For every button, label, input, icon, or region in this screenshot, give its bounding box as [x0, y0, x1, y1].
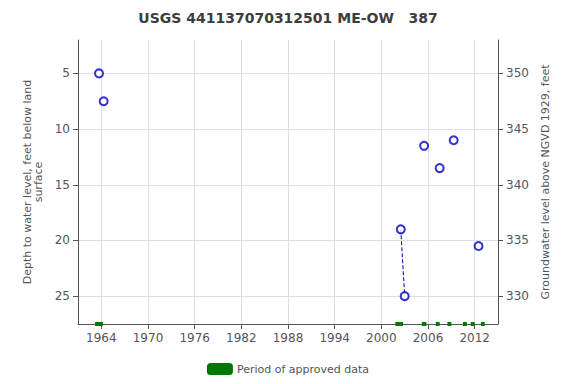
svg-text:335: 335 [506, 233, 529, 247]
svg-text:surface: surface [32, 161, 45, 202]
svg-text:20: 20 [55, 233, 70, 247]
svg-text:10: 10 [55, 122, 70, 136]
svg-text:1982: 1982 [226, 331, 257, 345]
svg-text:15: 15 [55, 178, 70, 192]
svg-text:2006: 2006 [413, 331, 444, 345]
svg-text:1994: 1994 [319, 331, 350, 345]
svg-text:25: 25 [55, 289, 70, 303]
svg-text:340: 340 [506, 178, 529, 192]
svg-text:Depth to water level, feet bel: Depth to water level, feet below land [20, 79, 34, 285]
svg-text:Period of approved data: Period of approved data [237, 363, 369, 376]
svg-text:2012: 2012 [459, 331, 490, 345]
svg-text:2000: 2000 [366, 331, 397, 345]
svg-text:1964: 1964 [86, 331, 117, 345]
svg-text:345: 345 [506, 122, 529, 136]
svg-text:330: 330 [506, 289, 529, 303]
svg-text:1976: 1976 [179, 331, 210, 345]
svg-text:USGS 441137070312501 ME-OW 3: USGS 441137070312501 ME-OW 387 [138, 10, 437, 26]
svg-text:1988: 1988 [273, 331, 304, 345]
svg-text:Groundwater level above NGVD 1: Groundwater level above NGVD 1929, feet [539, 64, 552, 300]
svg-text:5: 5 [62, 66, 70, 80]
svg-text:1970: 1970 [133, 331, 164, 345]
svg-text:350: 350 [506, 66, 529, 80]
